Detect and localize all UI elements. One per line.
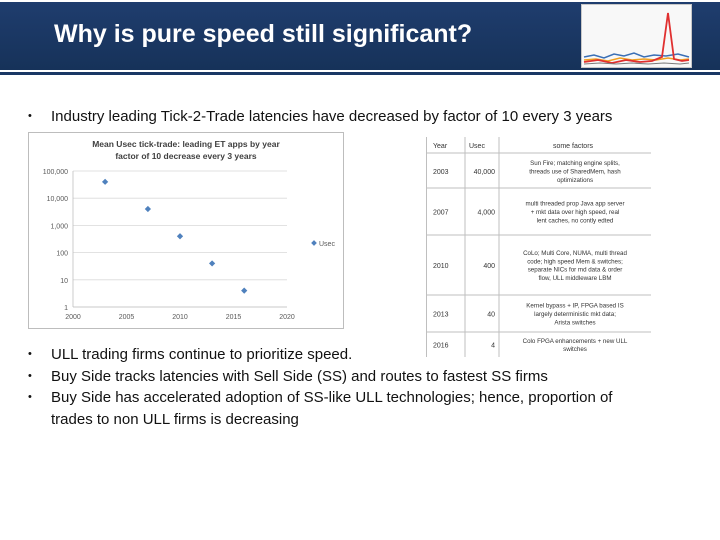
table-cell-year: 2010 [433,263,449,270]
header-rule [0,72,720,75]
x-tick-label: 2015 [226,314,242,321]
data-point [241,287,248,294]
data-point [176,233,184,240]
bullet-symbol: • [28,348,32,360]
latency-chart: Mean Usec tick-trade: leading ET apps by… [28,132,344,329]
table-cell-factors: switches [563,346,587,353]
data-point [144,205,152,213]
table-cell-usec: 40,000 [474,169,496,176]
table-cell-usec: 4 [491,343,495,350]
table-cell-year: 2007 [433,210,449,217]
bullet-symbol: • [28,370,32,382]
bullet-symbol: • [28,391,32,403]
chart-title-line1: Mean Usec tick-trade: leading ET apps by… [92,139,280,149]
table-cell-year: 2016 [433,343,449,350]
slide-title: Why is pure speed still significant? [54,20,473,48]
table-header-usec: Usec [469,143,485,150]
table-cell-factors: flow, ULL middleware LBM [538,275,611,282]
table-cell-year: 2003 [433,169,449,176]
y-tick-label: 1 [64,305,68,312]
table-cell-factors: Colo FPGA enhancements + new ULL [523,338,628,345]
legend-marker [311,240,317,246]
header-thumbnail-image [581,4,692,68]
x-tick-label: 2020 [279,314,295,321]
table-header-factors: some factors [553,143,594,150]
table-header-year: Year [433,143,448,150]
table-cell-factors: + mkt data over high speed, real [531,209,620,216]
table-cell-factors: lent caches, no contly edted [537,217,614,224]
table-cell-factors: optimizations [557,177,593,184]
y-tick-label: 100 [56,251,68,258]
table-cell-factors: Arista switches [554,319,595,326]
table-cell-year: 2013 [433,312,449,319]
legend-label: Usec [319,241,335,248]
x-tick-label: 2000 [65,314,81,321]
y-tick-label: 100,000 [43,169,68,176]
data-point [101,178,109,185]
slide-header: Why is pure speed still significant? [0,0,720,78]
bullet-text: Industry leading Tick-2-Trade latencies … [51,108,613,125]
y-tick-label: 10 [60,278,68,285]
table-cell-factors: separate NICs for md data & order [528,267,623,274]
chart-title-line2: factor of 10 decrease every 3 years [115,151,257,161]
table-cell-factors: Kernel bypass + IP, FPGA based IS [526,303,623,310]
x-tick-label: 2010 [172,314,188,321]
table-cell-usec: 40 [487,312,495,319]
bullet-text: Buy Side tracks latencies with Sell Side… [51,368,548,385]
bullet-text: Buy Side has accelerated adoption of SS-… [51,389,613,406]
latency-factors-table: Year Usec some factors 2003 40,000 Sun Fir… [426,137,651,357]
table-cell-factors: Sun Fire; matching engine splits, [530,160,620,167]
table-cell-factors: code; high speed Mem & switches; [527,258,623,265]
bullet-symbol: • [28,110,32,122]
table-cell-factors: CoLo; Multi Core, NUMA, multi thread [523,250,627,257]
data-point [208,260,216,267]
table-cell-usec: 400 [483,263,495,270]
y-tick-label: 10,000 [47,196,69,203]
bullet-text-line2: trades to non ULL firms is decreasing [51,411,299,428]
y-tick-label: 1,000 [50,223,68,230]
table-cell-usec: 4,000 [477,210,495,217]
table-cell-factors: multi threaded prop Java app server [525,201,624,208]
x-tick-label: 2005 [119,314,135,321]
table-cell-factors: largely deterministic mkt data; [534,311,616,318]
table-cell-factors: threads use of SharedMem, hash [529,169,621,176]
latency-table-svg: Year Usec some factors 2003 40,000 Sun Fir… [427,137,651,357]
bullet-text: ULL trading firms continue to prioritize… [51,346,353,363]
latency-chart-svg: Mean Usec tick-trade: leading ET apps by… [43,139,336,321]
